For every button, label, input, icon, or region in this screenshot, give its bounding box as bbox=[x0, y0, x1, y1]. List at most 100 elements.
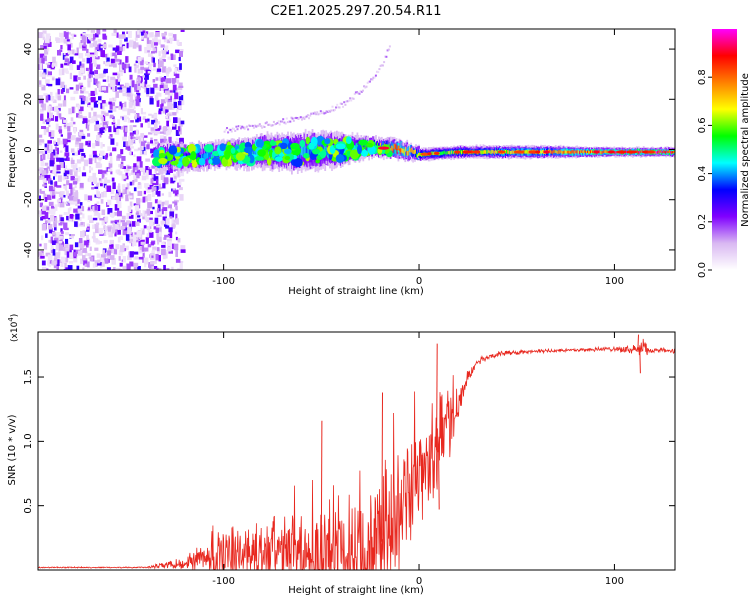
noise-cell bbox=[41, 235, 44, 241]
noise-cell bbox=[117, 119, 121, 126]
noise-cell bbox=[112, 118, 116, 123]
noise-cell bbox=[98, 169, 103, 174]
noise-cell bbox=[76, 159, 82, 164]
noise-cell bbox=[102, 29, 107, 32]
harmonic-cell bbox=[381, 64, 384, 67]
noise-cell bbox=[176, 39, 180, 45]
harmonic-cell bbox=[380, 64, 383, 67]
noise-cell bbox=[81, 172, 87, 177]
noise-cell bbox=[146, 84, 151, 87]
noise-cell bbox=[68, 108, 72, 115]
band-cell bbox=[446, 151, 449, 155]
noise-cell bbox=[39, 99, 44, 104]
harmonic-cell bbox=[366, 81, 369, 84]
harmonic-cell bbox=[227, 131, 230, 134]
noise-cell bbox=[108, 101, 112, 105]
noise-cell bbox=[111, 244, 114, 248]
noise-cell bbox=[152, 68, 156, 71]
noise-cell bbox=[62, 53, 66, 60]
noise-cell bbox=[41, 126, 46, 129]
band-cell bbox=[575, 150, 578, 153]
noise-cell bbox=[82, 45, 86, 48]
noise-cell bbox=[53, 172, 58, 177]
band-cell bbox=[549, 150, 552, 154]
harmonic-cell bbox=[240, 127, 242, 130]
harmonic-cell bbox=[241, 125, 244, 128]
noise-cell bbox=[123, 178, 127, 182]
noise-cell bbox=[140, 68, 144, 74]
band-cell bbox=[309, 144, 312, 156]
noise-cell bbox=[136, 78, 140, 84]
noise-cell bbox=[142, 111, 147, 115]
harmonic-cell bbox=[326, 110, 329, 113]
noise-cell bbox=[173, 54, 176, 60]
spec-ytick-label: -20 bbox=[23, 192, 34, 208]
band-cell bbox=[576, 150, 579, 154]
noise-cell bbox=[63, 195, 66, 198]
noise-cell bbox=[87, 207, 91, 211]
colorbar-gradient bbox=[712, 29, 737, 270]
noise-cell bbox=[102, 79, 107, 82]
noise-cell bbox=[60, 261, 64, 267]
noise-cell bbox=[99, 218, 105, 221]
spectrogram-marks bbox=[38, 29, 675, 270]
spectrogram-ylabel: Frequency (Hz) bbox=[7, 112, 18, 188]
harmonic-cell bbox=[301, 118, 303, 121]
noise-cell bbox=[70, 148, 75, 153]
noise-cell bbox=[158, 108, 163, 112]
harmonic-cell bbox=[378, 68, 381, 71]
noise-cell bbox=[91, 181, 94, 186]
noise-cell bbox=[151, 255, 154, 258]
noise-cell bbox=[118, 183, 121, 187]
noise-cell bbox=[146, 170, 149, 178]
noise-cell bbox=[73, 252, 78, 257]
noise-cell bbox=[167, 204, 172, 209]
noise-cell bbox=[39, 71, 42, 77]
band-blob bbox=[345, 136, 352, 145]
noise-cell bbox=[160, 175, 166, 180]
noise-cell bbox=[82, 247, 87, 253]
harmonic-cell bbox=[313, 111, 316, 114]
noise-cell bbox=[58, 126, 62, 132]
noise-cell bbox=[131, 136, 135, 139]
band-cell bbox=[393, 144, 396, 156]
noise-cell bbox=[155, 188, 158, 195]
noise-cell bbox=[57, 175, 62, 182]
band-blob bbox=[358, 139, 368, 146]
noise-cell bbox=[155, 32, 160, 37]
noise-cell bbox=[99, 128, 103, 134]
noise-cell bbox=[137, 57, 142, 62]
noise-cell bbox=[172, 34, 177, 41]
noise-cell bbox=[41, 215, 47, 220]
band-cell bbox=[415, 149, 417, 154]
harmonic-cell bbox=[268, 123, 271, 126]
noise-cell bbox=[134, 94, 138, 97]
noise-cell bbox=[116, 189, 120, 195]
noise-cell bbox=[126, 83, 130, 88]
snr-ytick-label: 1.5 bbox=[23, 369, 34, 385]
noise-cell bbox=[165, 200, 169, 206]
noise-cell bbox=[45, 62, 51, 65]
band-cell bbox=[573, 150, 576, 154]
noise-cell bbox=[131, 139, 135, 143]
noise-cell bbox=[109, 245, 113, 249]
noise-cell bbox=[150, 127, 155, 131]
band-cell bbox=[527, 150, 530, 155]
noise-cell bbox=[67, 44, 71, 51]
snr-line bbox=[38, 338, 675, 570]
noise-cell bbox=[153, 83, 158, 88]
noise-cell bbox=[87, 122, 90, 126]
harmonic-cell bbox=[339, 102, 342, 105]
noise-cell bbox=[95, 48, 97, 56]
noise-cell bbox=[126, 189, 129, 195]
noise-cell bbox=[71, 34, 74, 40]
noise-cell bbox=[118, 106, 121, 110]
noise-cell bbox=[108, 163, 113, 168]
noise-cell bbox=[172, 201, 178, 204]
noise-cell bbox=[147, 71, 151, 74]
noise-cell bbox=[65, 155, 69, 161]
noise-cell bbox=[107, 199, 112, 206]
noise-cell bbox=[133, 231, 136, 235]
harmonic-cell bbox=[267, 123, 269, 126]
